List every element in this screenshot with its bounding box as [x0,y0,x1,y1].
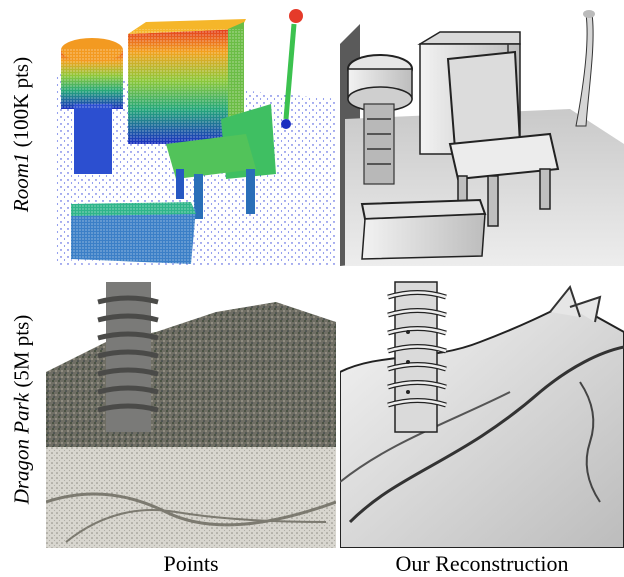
dragon-park-points-panel [46,272,336,548]
sink-points [61,38,123,174]
ground-points [46,447,336,548]
spiral-tower-points [97,282,159,432]
dragon-park-reconstruction-panel [340,272,624,548]
box-mesh [360,198,487,260]
column-label-points: Points [163,551,219,576]
row-label-room1-name: Room1 [9,152,34,212]
row-label-room1-count: (100K pts) [9,56,34,147]
spiral-tower-mesh [387,281,447,433]
column-label-reconstruction: Our Reconstruction [395,551,569,576]
sink-mesh [347,54,413,185]
room1-points-panel [46,4,336,266]
box-points [71,202,196,264]
row-label-dragon-park: Dragon Park (5M pts) [0,270,44,548]
chair-mesh [446,50,560,227]
chair-points [166,104,276,219]
row-label-room1: Room1 (100K pts) [0,0,44,268]
row-label-dragon-park-name: Dragon Park [9,392,34,504]
room1-reconstruction-panel [340,4,624,266]
lamp-mesh [575,10,595,127]
row-label-dragon-park-count: (5M pts) [9,314,34,388]
lamp-points [281,9,303,129]
